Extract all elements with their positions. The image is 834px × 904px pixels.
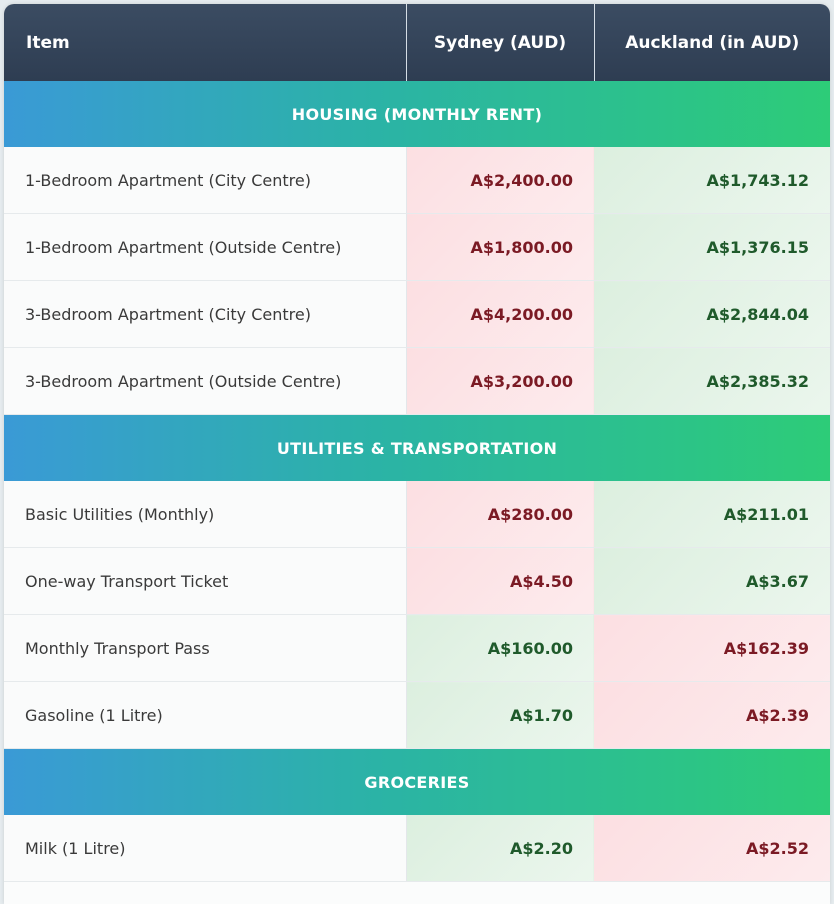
- item-cell: One-way Transport Ticket: [4, 547, 407, 615]
- auckland-price-cell: A$1,743.12: [594, 147, 830, 214]
- sydney-price-cell: A$1,800.00: [406, 213, 594, 281]
- section-title: GROCERIES: [4, 748, 830, 815]
- table-row: Milk (1 Litre) A$2.20 A$2.52: [4, 815, 830, 882]
- auckland-price-cell: A$3.67: [594, 547, 830, 615]
- item-cell: Monthly Transport Pass: [4, 614, 407, 682]
- table-row: Basic Utilities (Monthly) A$280.00 A$211…: [4, 481, 830, 548]
- sydney-price-cell: A$3,200.00: [406, 347, 594, 415]
- sydney-price-cell: A$4,200.00: [406, 280, 594, 348]
- header-auckland: Auckland (in AUD): [594, 4, 830, 81]
- section-header-utilities: UTILITIES & TRANSPORTATION: [4, 414, 830, 481]
- auckland-price-cell: A$211.01: [594, 481, 830, 548]
- section-header-housing: HOUSING (MONTHLY RENT): [4, 81, 830, 147]
- auckland-price-cell: A$2,844.04: [594, 280, 830, 348]
- item-cell: Milk (1 Litre): [4, 815, 407, 882]
- auckland-price-cell: A$2.52: [594, 815, 830, 882]
- section-header-groceries: GROCERIES: [4, 748, 830, 815]
- table-row: 1-Bedroom Apartment (City Centre) A$2,40…: [4, 147, 830, 214]
- auckland-price-cell: A$162.39: [594, 614, 830, 682]
- sydney-price-cell: A$2.20: [406, 815, 594, 882]
- table-header-row: Item Sydney (AUD) Auckland (in AUD): [4, 4, 830, 81]
- table-row: 1-Bedroom Apartment (Outside Centre) A$1…: [4, 213, 830, 281]
- sydney-price-cell: A$2,400.00: [406, 147, 594, 214]
- table-row: One-way Transport Ticket A$4.50 A$3.67: [4, 547, 830, 615]
- item-cell: 3-Bedroom Apartment (Outside Centre): [4, 347, 407, 415]
- auckland-price-cell: A$1,376.15: [594, 213, 830, 281]
- section-title: HOUSING (MONTHLY RENT): [4, 81, 830, 147]
- item-cell: 1-Bedroom Apartment (Outside Centre): [4, 213, 407, 281]
- cost-comparison-table-container: Item Sydney (AUD) Auckland (in AUD) HOUS…: [4, 4, 830, 904]
- cost-comparison-table: Item Sydney (AUD) Auckland (in AUD) HOUS…: [4, 4, 830, 882]
- sydney-price-cell: A$4.50: [406, 547, 594, 615]
- item-cell: 3-Bedroom Apartment (City Centre): [4, 280, 407, 348]
- table-row: 3-Bedroom Apartment (City Centre) A$4,20…: [4, 280, 830, 348]
- header-item: Item: [4, 4, 407, 81]
- item-cell: Gasoline (1 Litre): [4, 681, 407, 749]
- section-title: UTILITIES & TRANSPORTATION: [4, 414, 830, 481]
- auckland-price-cell: A$2,385.32: [594, 347, 830, 415]
- auckland-price-cell: A$2.39: [594, 681, 830, 749]
- item-cell: Basic Utilities (Monthly): [4, 481, 407, 548]
- table-row: Monthly Transport Pass A$160.00 A$162.39: [4, 614, 830, 682]
- table-row: Gasoline (1 Litre) A$1.70 A$2.39: [4, 681, 830, 749]
- sydney-price-cell: A$280.00: [406, 481, 594, 548]
- item-cell: 1-Bedroom Apartment (City Centre): [4, 147, 407, 214]
- header-sydney: Sydney (AUD): [406, 4, 595, 81]
- sydney-price-cell: A$1.70: [406, 681, 594, 749]
- sydney-price-cell: A$160.00: [406, 614, 594, 682]
- table-row: 3-Bedroom Apartment (Outside Centre) A$3…: [4, 347, 830, 415]
